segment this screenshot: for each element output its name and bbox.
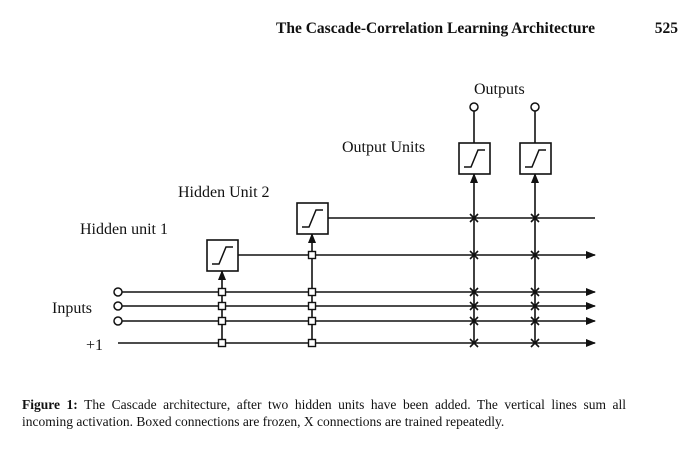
frozen-connection-box (307, 316, 317, 326)
frozen-connection-box (307, 250, 317, 260)
frozen-connection-box (307, 338, 317, 348)
bias-label: +1 (86, 337, 103, 354)
figure-caption: Figure 1: The Cascade architecture, afte… (22, 396, 626, 430)
input-node (113, 316, 123, 326)
hidden-unit-2 (296, 202, 329, 235)
frozen-connection-box (307, 287, 317, 297)
trained-connection-x (469, 301, 479, 311)
trained-connection-x (469, 250, 479, 260)
output-unit-1 (458, 142, 491, 175)
frozen-connection-box (307, 301, 317, 311)
caption-label: Figure 1: (22, 397, 78, 412)
cascade-architecture-diagram: Outputs Output Units Hidden Unit 2 Hidde… (52, 81, 596, 354)
trained-connection-x (530, 316, 540, 326)
outputs-label: Outputs (474, 81, 525, 98)
output-unit-2 (519, 142, 552, 175)
frozen-connection-box (217, 301, 227, 311)
caption-text: The Cascade architecture, after two hidd… (22, 397, 627, 429)
frozen-connection-box (217, 287, 227, 297)
hidden-unit-2-label: Hidden Unit 2 (178, 184, 270, 201)
frozen-connection-box (217, 338, 227, 348)
output-units-label: Output Units (342, 139, 425, 156)
trained-connection-x (530, 250, 540, 260)
trained-connections (469, 213, 540, 348)
frozen-connections (217, 250, 317, 348)
trained-connection-x (469, 338, 479, 348)
trained-connection-x (530, 338, 540, 348)
hidden-unit-1-label: Hidden unit 1 (80, 221, 168, 238)
input-node (113, 301, 123, 311)
output-node (530, 102, 540, 112)
page-header: The Cascade-Correlation Learning Archite… (270, 20, 680, 42)
running-title: The Cascade-Correlation Learning Archite… (276, 20, 595, 37)
trained-connection-x (530, 301, 540, 311)
output-node (469, 102, 479, 112)
input-node (113, 287, 123, 297)
inputs-label: Inputs (52, 300, 92, 317)
frozen-connection-box (217, 316, 227, 326)
trained-connection-x (530, 213, 540, 223)
trained-connection-x (530, 287, 540, 297)
trained-connection-x (469, 213, 479, 223)
hidden-unit-1 (206, 239, 239, 272)
page-number: 525 (654, 20, 678, 37)
trained-connection-x (469, 316, 479, 326)
trained-connection-x (469, 287, 479, 297)
